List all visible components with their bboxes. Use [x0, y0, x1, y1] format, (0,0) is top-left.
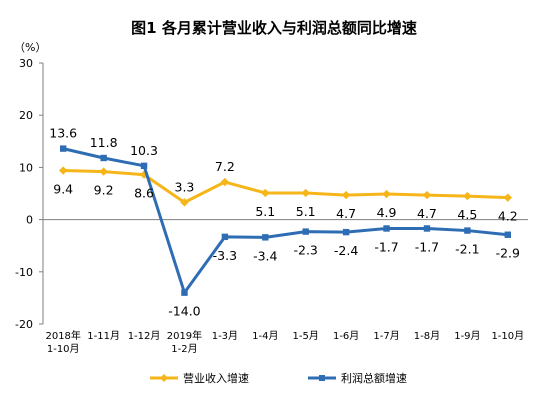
revenue-data-label: 4.5: [457, 207, 477, 222]
profit-data-label: -2.3: [294, 243, 318, 258]
revenue-growth-point: [503, 193, 512, 202]
revenue-data-label: 3.3: [175, 179, 195, 194]
revenue-data-label: 9.2: [94, 183, 114, 198]
x-tick-label: 1-10月: [47, 343, 80, 355]
revenue-data-label: 4.9: [377, 205, 397, 220]
profit-growth-point: [504, 231, 511, 238]
revenue-data-label: 5.1: [296, 204, 316, 219]
x-tick-label: 1-4月: [252, 330, 278, 342]
profit-growth-point: [60, 145, 67, 152]
profit-data-label: -3.4: [253, 248, 277, 263]
profit-data-label: -2.4: [334, 243, 358, 258]
x-tick-label: 1-9月: [454, 330, 480, 342]
profit-growth-point: [221, 233, 229, 241]
profit-growth-point: [100, 154, 107, 162]
y-tick-label: 0: [26, 214, 33, 227]
profit-data-label: -1.7: [374, 239, 398, 254]
legend-label: 利润总额增速: [341, 371, 407, 385]
revenue-data-label: 4.7: [417, 206, 437, 221]
profit-data-label: -2.1: [455, 242, 479, 257]
profit-growth-point: [464, 227, 471, 234]
revenue-data-label: 5.1: [255, 204, 275, 219]
profit-growth-point: [262, 234, 269, 241]
profit-data-label: 10.3: [130, 143, 158, 158]
revenue-growth-point: [180, 198, 189, 207]
profit-data-label: 13.6: [49, 126, 77, 141]
profit-data-label: -1.7: [415, 239, 439, 254]
revenue-data-label: 9.4: [53, 182, 73, 197]
profit-data-label: -2.9: [496, 246, 520, 261]
legend-label: 营业收入增速: [183, 371, 249, 385]
profit-data-label: -14.0: [168, 304, 200, 319]
profit-growth-point: [140, 162, 148, 170]
series-layer: [59, 145, 512, 296]
revenue-growth-point: [422, 190, 432, 200]
x-tick-label: 1-11月: [87, 330, 120, 342]
legend-marker: [319, 375, 325, 381]
y-tick-label: 20: [19, 109, 33, 122]
x-tick-label: 1-7月: [373, 330, 399, 342]
x-tick-label: 1-2月: [171, 343, 197, 355]
x-tick-label: 1-10月: [491, 330, 524, 342]
y-tick-label: 10: [19, 161, 33, 174]
profit-growth-point: [423, 225, 431, 232]
profit-growth-point: [383, 225, 390, 232]
revenue-data-label: 7.2: [215, 159, 235, 174]
data-labels: 9.4 9.2 8.6 3.3 7.2 5.1 5.1 4.7 4.9 4.7 4.5 4.2 13.6…: [49, 126, 520, 319]
revenue-growth-point: [59, 166, 68, 175]
x-tick-label: 1-6月: [333, 330, 359, 342]
x-tick-label: 1-5月: [293, 330, 319, 342]
legend: 营业收入增速 利润总额增速: [150, 371, 407, 385]
revenue-data-label: 8.6: [134, 186, 154, 201]
revenue-growth-point: [382, 189, 391, 199]
y-tick-label: 30: [19, 57, 33, 70]
profit-data-label: -3.3: [213, 248, 237, 263]
x-tick-label: 2018年: [45, 329, 80, 342]
revenue-growth-point: [301, 188, 310, 198]
revenue-growth-point: [463, 191, 472, 201]
profit-growth-point: [181, 289, 188, 296]
revenue-data-label: 4.2: [498, 209, 518, 224]
x-tick-label: 1-12月: [128, 330, 161, 342]
revenue-growth-point: [341, 190, 351, 200]
revenue-data-label: 4.7: [336, 206, 356, 221]
profit-growth-point: [302, 228, 309, 235]
y-axis-unit: （%）: [14, 41, 46, 54]
revenue-growth-point: [261, 188, 270, 198]
y-tick-label: -20: [15, 318, 33, 331]
x-tick-label: 1-8月: [414, 330, 440, 342]
profit-growth-line: [62, 147, 508, 295]
revenue-growth-point: [99, 167, 108, 176]
x-tick-label: 1-3月: [212, 330, 238, 342]
x-tick-label: 2019年: [167, 329, 202, 342]
profit-data-label: 11.8: [90, 135, 118, 150]
revenue-growth-line: [63, 169, 508, 204]
profit-growth-point: [342, 228, 350, 236]
revenue-growth-point: [220, 177, 230, 187]
y-tick-label: -10: [15, 266, 33, 279]
legend-marker: [160, 374, 168, 382]
chart-title: 图1 各月累计营业收入与利润总额同比增速: [131, 19, 417, 37]
